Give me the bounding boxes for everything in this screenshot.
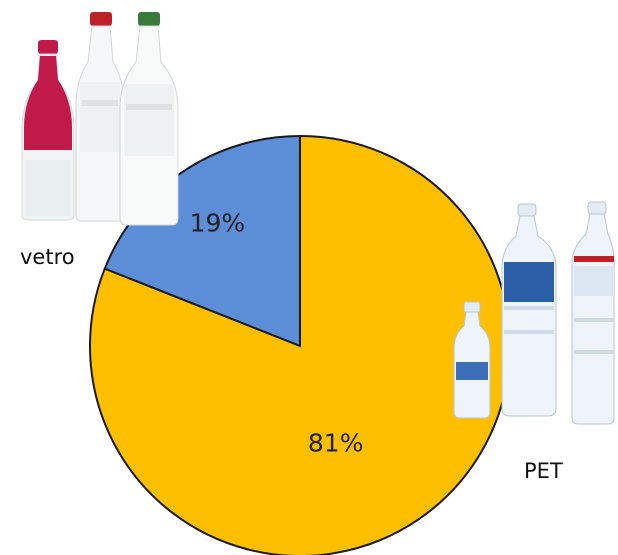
pie-category-label-pet: PET bbox=[524, 459, 563, 483]
pie-category-label-vetro: vetro bbox=[20, 245, 75, 269]
plastic-bottles-illustration bbox=[453, 201, 615, 425]
pet-bottle-medium bbox=[501, 203, 557, 417]
glass-bottle-white bbox=[75, 12, 125, 222]
pie-slices bbox=[89, 134, 511, 555]
glass-bottle-green bbox=[119, 12, 179, 226]
glass-bottles-illustration bbox=[21, 12, 179, 226]
pie-slice-pet bbox=[89, 134, 511, 555]
pet-bottle-tall bbox=[571, 201, 615, 425]
pie-slice-vetro bbox=[103, 134, 301, 348]
pie-value-label-pet: 81% bbox=[308, 429, 364, 458]
glass-bottle-red bbox=[21, 40, 75, 221]
pie-labels: 19% vetro 81% PET bbox=[20, 208, 563, 483]
pet-bottle-small bbox=[453, 301, 491, 419]
pie-value-label-vetro: 19% bbox=[190, 208, 246, 237]
